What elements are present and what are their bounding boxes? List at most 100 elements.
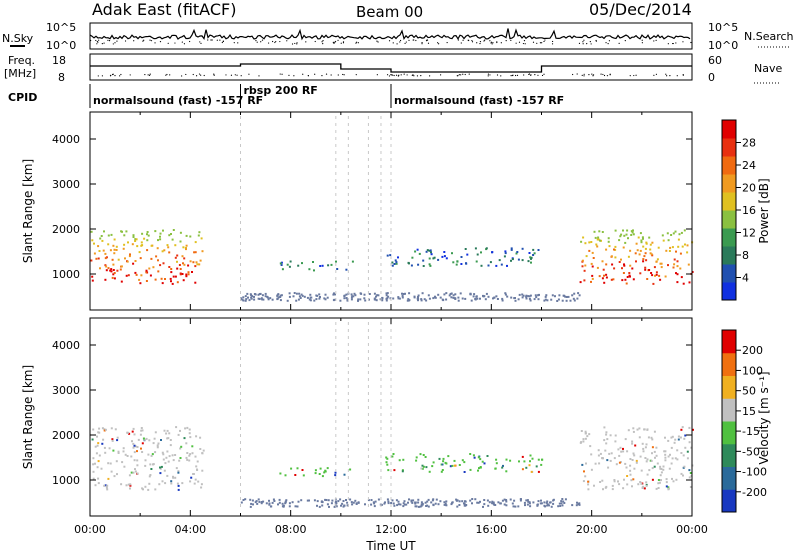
echo-cell — [604, 449, 607, 452]
echo-cell — [629, 249, 632, 252]
echo-cell — [91, 438, 94, 441]
echo-cell — [176, 260, 178, 263]
echo-cell — [101, 427, 104, 430]
echo-cell — [645, 484, 648, 487]
echo-cell — [632, 430, 635, 433]
echo-cell — [473, 456, 476, 459]
echo-cell — [639, 249, 642, 252]
echo-cell — [113, 277, 116, 280]
noise-search-point — [199, 41, 201, 43]
echo-cell — [491, 251, 494, 254]
x-tick-label: 00:00 — [74, 523, 106, 536]
noise-search-point — [595, 40, 597, 42]
echo-cell — [141, 451, 144, 453]
echo-cell — [157, 270, 160, 273]
echo-cell — [469, 499, 472, 502]
echo-cell — [493, 503, 496, 506]
echo-cell — [140, 241, 143, 244]
echo-cell — [188, 432, 191, 435]
echo-cell — [276, 297, 279, 300]
echo-cell — [421, 467, 424, 470]
echo-cell — [414, 250, 417, 253]
echo-cell — [99, 267, 101, 270]
y-tick-label: 1000 — [52, 474, 80, 487]
echo-cell — [270, 505, 273, 508]
noise-search-point — [438, 43, 440, 45]
echo-cell — [145, 437, 148, 440]
echo-cell — [419, 505, 422, 508]
echo-cell — [112, 263, 115, 266]
noise-search-point — [255, 39, 257, 42]
echo-cell — [192, 261, 195, 264]
echo-cell — [573, 292, 576, 295]
echo-cell — [100, 235, 103, 237]
echo-cell — [170, 482, 173, 485]
echo-cell — [430, 253, 433, 256]
echo-cell — [572, 297, 575, 300]
echo-cell — [185, 442, 188, 445]
echo-cell — [643, 255, 646, 258]
echo-cell — [292, 295, 295, 298]
noise-search-point — [233, 42, 235, 44]
echo-cell — [659, 474, 662, 477]
echo-cell — [579, 441, 582, 444]
echo-cell — [592, 257, 595, 259]
echo-cell — [644, 446, 647, 449]
echo-cell — [357, 501, 360, 504]
echo-cell — [672, 266, 675, 269]
echo-cell — [346, 501, 349, 504]
echo-cell — [428, 470, 431, 473]
echo-cell — [127, 274, 130, 277]
echo-cell — [288, 292, 291, 295]
echo-cell — [144, 464, 147, 467]
echo-cell — [138, 278, 141, 281]
echo-cell — [529, 294, 532, 297]
echo-cell — [545, 294, 548, 297]
echo-cell — [175, 426, 178, 429]
echo-cell — [394, 259, 397, 262]
echo-cell — [523, 460, 526, 463]
echo-cell — [116, 473, 118, 476]
echo-cell — [266, 295, 269, 298]
noise-search-point — [222, 40, 225, 43]
echo-cell — [103, 484, 106, 487]
echo-cell — [115, 245, 118, 248]
noise-search-point — [496, 41, 498, 43]
noise-search-point — [479, 41, 482, 43]
echo-cell — [640, 469, 643, 472]
echo-cell — [106, 488, 109, 491]
echo-cell — [464, 504, 467, 507]
nave-point — [200, 74, 202, 76]
echo-cell — [135, 238, 138, 241]
velocity-colorbar-label: Velocity [m s⁻¹] — [757, 371, 771, 464]
echo-cell — [387, 500, 390, 503]
echo-cell — [385, 299, 388, 302]
echo-cell — [293, 292, 296, 294]
nave-point — [111, 73, 114, 76]
echo-cell — [621, 267, 623, 270]
velocity-echoes — [91, 322, 694, 508]
echo-cell — [152, 463, 154, 466]
echo-cell — [607, 240, 610, 243]
echo-cell — [567, 295, 570, 298]
nave-point — [169, 74, 171, 76]
echo-cell — [170, 268, 173, 270]
echo-cell — [297, 500, 300, 503]
echo-cell — [472, 295, 475, 298]
echo-cell — [143, 438, 146, 441]
echo-cell — [298, 292, 301, 295]
echo-cell — [368, 293, 371, 295]
echo-cell — [330, 502, 333, 505]
noise-search-point — [97, 39, 100, 41]
noise-search-point — [586, 43, 588, 45]
echo-cell — [389, 254, 392, 257]
echo-cell — [343, 294, 346, 297]
echo-cell — [607, 466, 610, 469]
noise-left-tick-high: 10^5 — [46, 21, 76, 34]
echo-cell — [588, 249, 591, 252]
echo-cell — [90, 230, 93, 233]
noise-search-point — [114, 42, 116, 44]
echo-cell — [504, 250, 507, 253]
noise-search-point — [321, 41, 323, 43]
